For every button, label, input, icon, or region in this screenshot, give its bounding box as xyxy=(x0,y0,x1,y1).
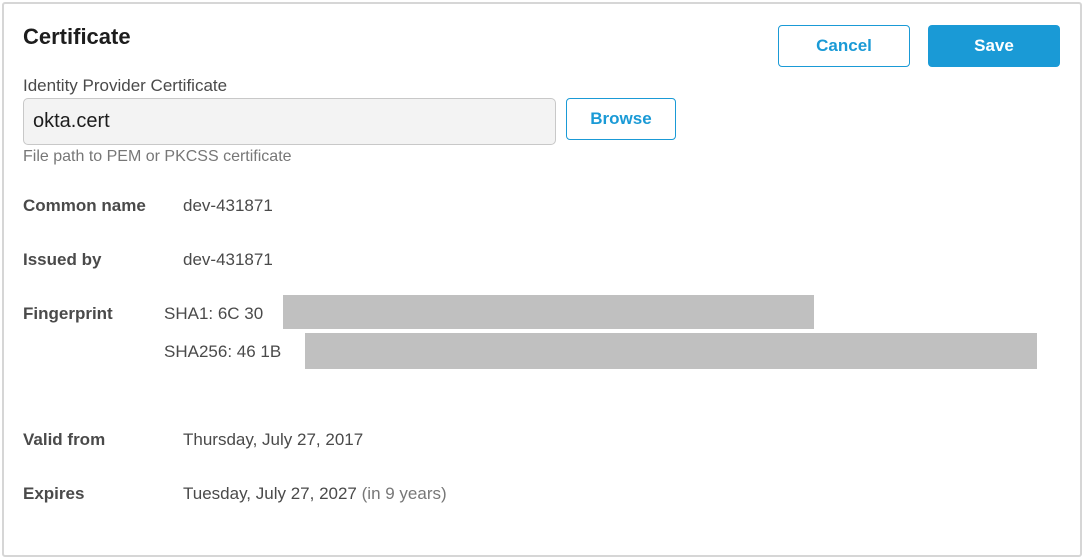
expires-relative: (in 9 years) xyxy=(361,484,447,503)
cancel-button[interactable]: Cancel xyxy=(778,25,910,67)
valid-from-label: Valid from xyxy=(23,430,106,449)
sha256-fingerprint: SHA256: 46 1B xyxy=(164,342,282,361)
save-button[interactable]: Save xyxy=(928,25,1060,67)
certificate-path-input[interactable] xyxy=(23,98,556,145)
fingerprint-label: Fingerprint xyxy=(23,304,113,323)
page-title: Certificate xyxy=(23,24,131,49)
expires-date: Tuesday, July 27, 2027 xyxy=(183,484,357,503)
expires-value: Tuesday, July 27, 2027 (in 9 years) xyxy=(183,484,447,504)
sha256-redaction xyxy=(305,333,1037,369)
sha1-redaction xyxy=(283,295,814,329)
issued-by-value: dev-431871 xyxy=(183,250,273,269)
certificate-help-text: File path to PEM or PKCSS certificate xyxy=(23,148,292,165)
certificate-field-label: Identity Provider Certificate xyxy=(23,76,228,95)
common-name-value: dev-431871 xyxy=(183,196,273,215)
browse-button[interactable]: Browse xyxy=(566,98,676,140)
expires-label: Expires xyxy=(23,484,85,503)
common-name-label: Common name xyxy=(23,196,146,215)
issued-by-label: Issued by xyxy=(23,250,102,269)
sha1-fingerprint: SHA1: 6C 30 xyxy=(164,304,264,323)
valid-from-value: Thursday, July 27, 2017 xyxy=(183,430,364,449)
